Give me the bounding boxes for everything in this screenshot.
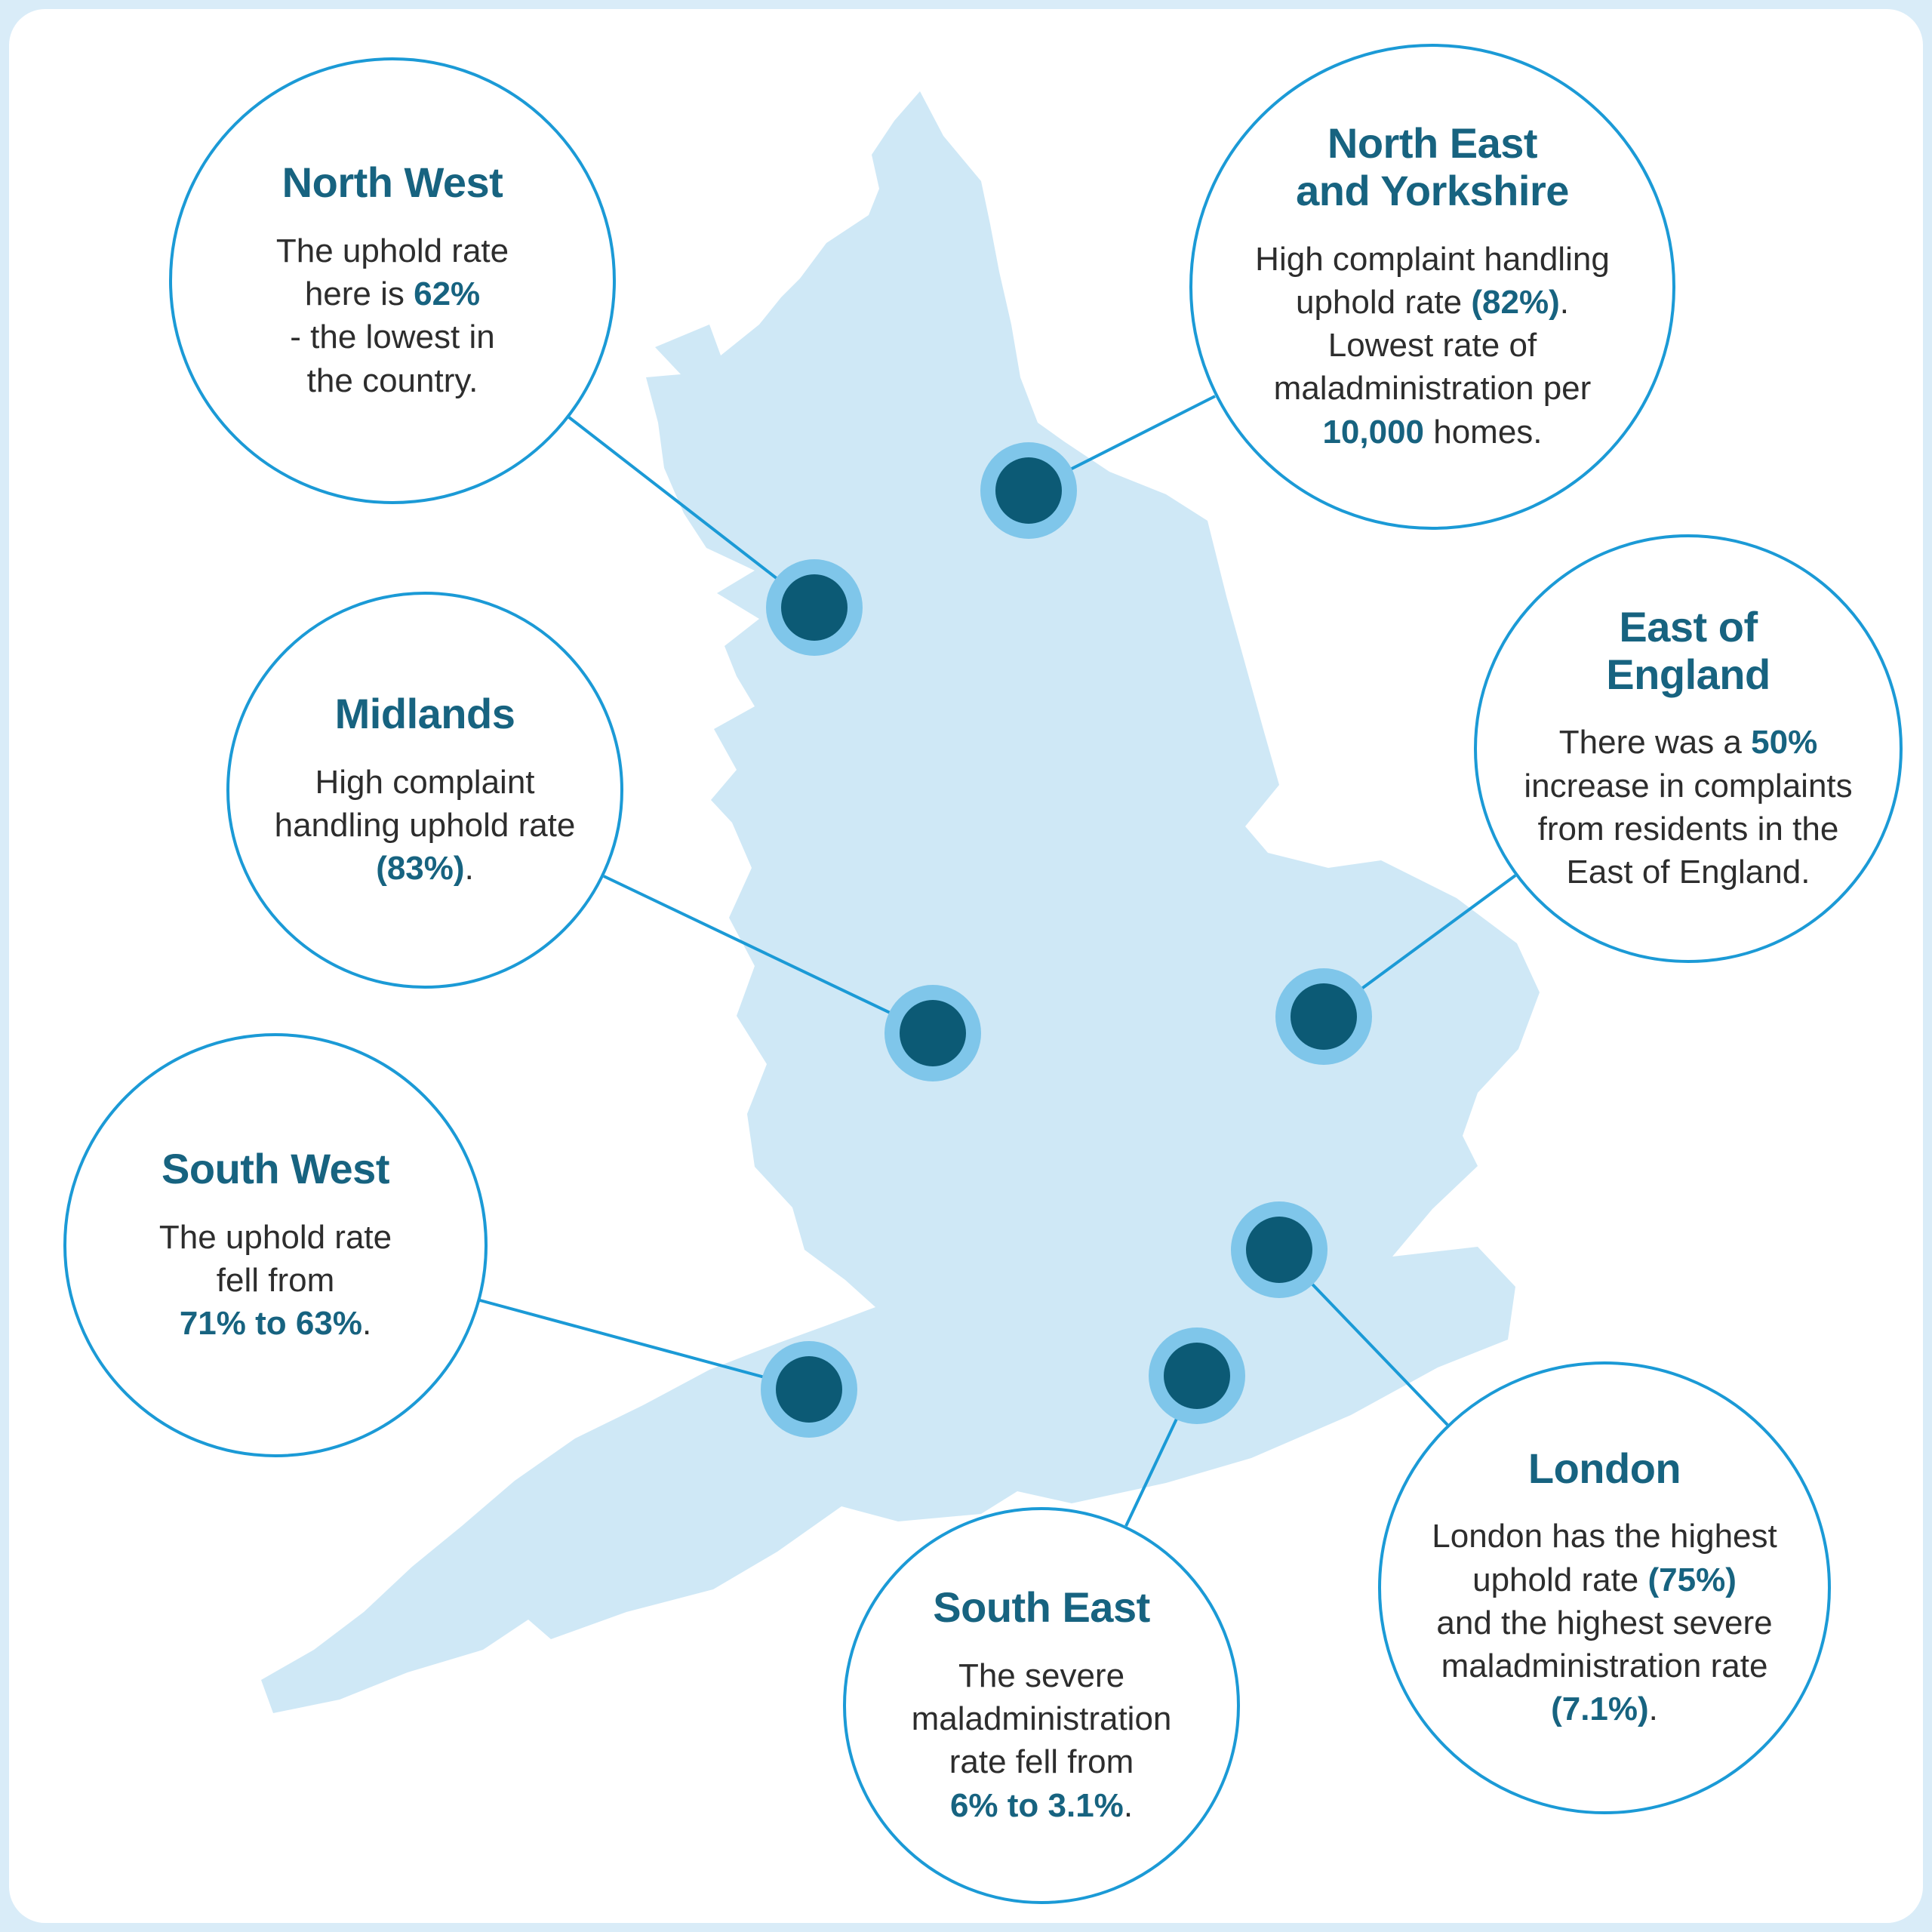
region-body-text: High complaint handling uphold rate	[1255, 240, 1610, 321]
region-stat-highlight: (75%)	[1647, 1561, 1737, 1598]
region-title: South East	[933, 1583, 1150, 1632]
region-stat-highlight: (82%)	[1471, 283, 1560, 321]
region-body-text: - the lowest in the country.	[290, 318, 495, 399]
region-title: East of England	[1606, 602, 1770, 698]
isle-of-wight-shape	[885, 1466, 979, 1505]
region-title: North West	[281, 158, 503, 207]
map-dot-east-of-england	[1291, 983, 1357, 1050]
region-body: There was a 50% increase in complaints f…	[1524, 721, 1852, 894]
region-stat-highlight: 71% to 63%	[179, 1304, 362, 1342]
region-callout-east-of-england: East of England There was a 50% increase …	[1474, 534, 1903, 963]
region-body: High complaint handling uphold rate (82%…	[1255, 238, 1610, 454]
region-body-text: High complaint handling uphold rate	[274, 763, 576, 844]
region-stat-highlight: 10,000	[1322, 413, 1425, 451]
region-body: High complaint handling uphold rate (83%…	[275, 761, 576, 891]
map-dots-layer	[761, 442, 1372, 1438]
region-callout-london: London London has the highest uphold rate…	[1378, 1361, 1831, 1814]
region-body-text: The uphold rate fell from	[158, 1218, 392, 1299]
region-body-text: The severe maladministration rate fell f…	[911, 1657, 1172, 1781]
region-callout-north-west: North West The uphold rate here is 62% - …	[169, 57, 616, 504]
region-body-text: There was a	[1558, 724, 1752, 761]
region-body-text: and the highest severe maladministration…	[1436, 1604, 1773, 1684]
connector-line-south-west	[479, 1299, 810, 1391]
map-dot-north-east-and-yorkshire	[995, 457, 1062, 524]
region-callout-south-east: South East The severe maladministration r…	[843, 1507, 1240, 1904]
region-title: London	[1527, 1444, 1681, 1492]
region-callout-south-west: South West The uphold rate fell from 71% …	[63, 1033, 488, 1457]
region-body-text: .	[1648, 1690, 1658, 1728]
map-dot-midlands	[900, 1000, 966, 1066]
region-stat-highlight: (7.1%)	[1551, 1690, 1649, 1728]
region-body-text: The uphold rate here is	[275, 232, 509, 313]
region-body: The severe maladministration rate fell f…	[912, 1654, 1172, 1827]
region-body-text: .	[464, 849, 474, 887]
region-title: South West	[162, 1144, 389, 1192]
england-map-shape	[261, 91, 1540, 1713]
region-stat-highlight: 6% to 3.1%	[949, 1786, 1124, 1824]
region-title: North East and Yorkshire	[1296, 119, 1569, 215]
region-stat-highlight: 50%	[1751, 724, 1818, 761]
region-callout-north-east-and-yorkshire: North East and Yorkshire High complaint h…	[1189, 44, 1675, 530]
region-body-text: .	[1123, 1786, 1134, 1824]
region-title: Midlands	[334, 689, 515, 737]
map-dot-south-west	[776, 1356, 842, 1423]
region-body-text: homes.	[1424, 413, 1543, 451]
region-body-text: . Lowest rate of maladministration per	[1273, 283, 1592, 408]
region-body: The uphold rate here is 62% - the lowest…	[276, 229, 509, 402]
region-stat-highlight: (83%)	[376, 849, 465, 887]
map-dot-london	[1246, 1217, 1312, 1283]
region-body-text: .	[361, 1304, 372, 1342]
region-body-text: increase in complaints from residents in…	[1524, 767, 1853, 891]
region-body: The uphold rate fell from 71% to 63%.	[159, 1216, 392, 1346]
region-body: London has the highest uphold rate (75%)…	[1432, 1515, 1777, 1730]
connector-line-north-west	[568, 416, 816, 609]
region-callout-midlands: Midlands High complaint handling uphold r…	[226, 592, 623, 989]
map-dot-south-east	[1164, 1343, 1230, 1409]
region-stat-highlight: 62%	[414, 275, 481, 313]
region-body-text: London has the highest uphold rate	[1432, 1518, 1777, 1598]
connector-line-midlands	[603, 875, 934, 1035]
map-dot-north-west	[781, 574, 848, 641]
